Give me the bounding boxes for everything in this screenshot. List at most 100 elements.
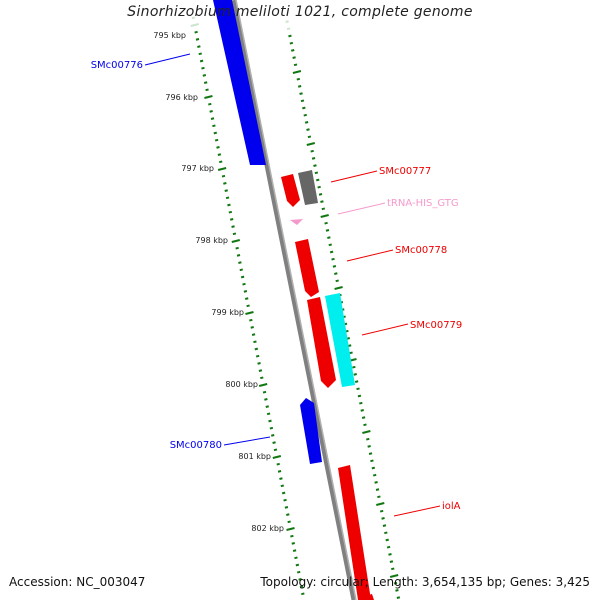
minor-tick	[372, 473, 377, 477]
minor-tick	[361, 416, 366, 419]
minor-tick	[292, 56, 296, 59]
gene-SMc00777[interactable]	[281, 174, 300, 207]
minor-tick	[327, 236, 331, 239]
leader-SMc00779	[361, 323, 409, 336]
minor-tick	[290, 534, 294, 538]
minor-tick	[295, 563, 300, 567]
tick-label: 800 kbp	[225, 380, 258, 389]
minor-tick	[246, 304, 250, 308]
minor-tick	[279, 477, 283, 480]
minor-tick	[314, 171, 319, 175]
minor-tick	[293, 63, 298, 67]
gene-SMc00779[interactable]	[307, 297, 336, 388]
gene-tRNA-HIS_GTG[interactable]	[290, 219, 303, 225]
leader-SMc00778	[346, 249, 394, 262]
gene-label[interactable]: SMc00778	[395, 245, 447, 256]
minor-tick	[201, 66, 205, 70]
minor-tick	[290, 49, 295, 52]
gene-label[interactable]: SMc00777	[379, 166, 431, 177]
minor-tick	[368, 452, 373, 455]
major-tick	[334, 286, 343, 290]
major-tick	[217, 167, 227, 171]
minor-tick	[396, 596, 401, 599]
gene-SMc00780[interactable]	[300, 398, 322, 464]
minor-tick	[359, 401, 363, 405]
minor-tick	[395, 589, 399, 592]
major-tick	[204, 95, 213, 99]
minor-tick	[310, 149, 314, 153]
minor-tick	[254, 347, 259, 351]
minor-tick	[195, 38, 200, 41]
minor-tick	[287, 520, 291, 524]
minor-tick	[236, 254, 241, 257]
minor-tick	[224, 189, 228, 192]
minor-tick	[300, 99, 305, 103]
major-tick	[272, 455, 282, 459]
minor-tick	[208, 102, 212, 106]
minor-tick	[212, 124, 216, 128]
minor-tick	[384, 531, 388, 535]
leader-tRNA	[337, 202, 386, 215]
minor-tick	[235, 246, 239, 250]
gene-label[interactable]: SMc00780	[170, 440, 222, 451]
tick-label: 796 kbp	[165, 93, 198, 102]
minor-tick	[231, 225, 235, 228]
minor-tick	[388, 553, 392, 556]
minor-tick	[324, 221, 328, 225]
gene-label[interactable]: SMc00779	[410, 320, 462, 331]
major-tick	[306, 142, 316, 146]
gene-label[interactable]: tRNA-HIS_GTG	[387, 198, 459, 209]
minor-tick	[332, 265, 337, 268]
minor-tick	[284, 506, 289, 509]
minor-tick	[347, 344, 352, 347]
minor-tick	[266, 412, 271, 416]
minor-tick	[315, 178, 320, 182]
major-tick	[389, 574, 399, 578]
minor-tick	[294, 556, 298, 560]
minor-tick	[221, 174, 226, 178]
gene-next[interactable]	[358, 594, 374, 600]
gene-SMc00776[interactable]	[213, 0, 266, 165]
minor-tick	[297, 85, 302, 88]
minor-tick	[199, 59, 204, 63]
minor-tick	[318, 193, 323, 196]
minor-tick	[301, 592, 305, 596]
minor-tick	[391, 567, 395, 571]
backbone-highlight	[235, 0, 357, 600]
tick-label: 801 kbp	[238, 452, 271, 461]
minor-tick	[306, 128, 310, 131]
minor-tick	[277, 470, 282, 473]
minor-tick	[317, 185, 321, 189]
leader-SMc00777	[330, 170, 378, 183]
backbone-line	[231, 0, 357, 600]
minor-tick	[280, 484, 285, 488]
minor-tick	[272, 441, 276, 444]
gene-SMc00778[interactable]	[295, 239, 319, 297]
gene-label[interactable]: SMc00776	[91, 60, 143, 71]
minor-tick	[321, 207, 326, 211]
minor-tick	[313, 164, 317, 167]
minor-tick	[243, 290, 248, 293]
gene-gray-cds[interactable]	[298, 170, 318, 205]
minor-tick	[223, 182, 227, 185]
minor-tick	[232, 232, 237, 236]
minor-tick	[227, 203, 231, 207]
minor-tick	[202, 74, 207, 77]
minor-tick	[366, 437, 370, 441]
major-tick	[231, 239, 241, 243]
minor-tick	[281, 491, 286, 495]
minor-tick	[255, 354, 260, 358]
major-tick	[286, 527, 295, 531]
minor-tick	[377, 495, 381, 499]
gene-cyan-cds[interactable]	[325, 293, 355, 387]
gene-iolA[interactable]	[338, 465, 371, 600]
minor-tick	[264, 398, 268, 401]
minor-tick	[370, 459, 374, 463]
minor-tick	[304, 121, 309, 124]
minor-tick	[203, 81, 208, 84]
gene-label[interactable]: iolA	[442, 501, 461, 512]
minor-tick	[288, 34, 292, 38]
minor-tick	[268, 419, 272, 423]
minor-tick	[194, 30, 198, 34]
